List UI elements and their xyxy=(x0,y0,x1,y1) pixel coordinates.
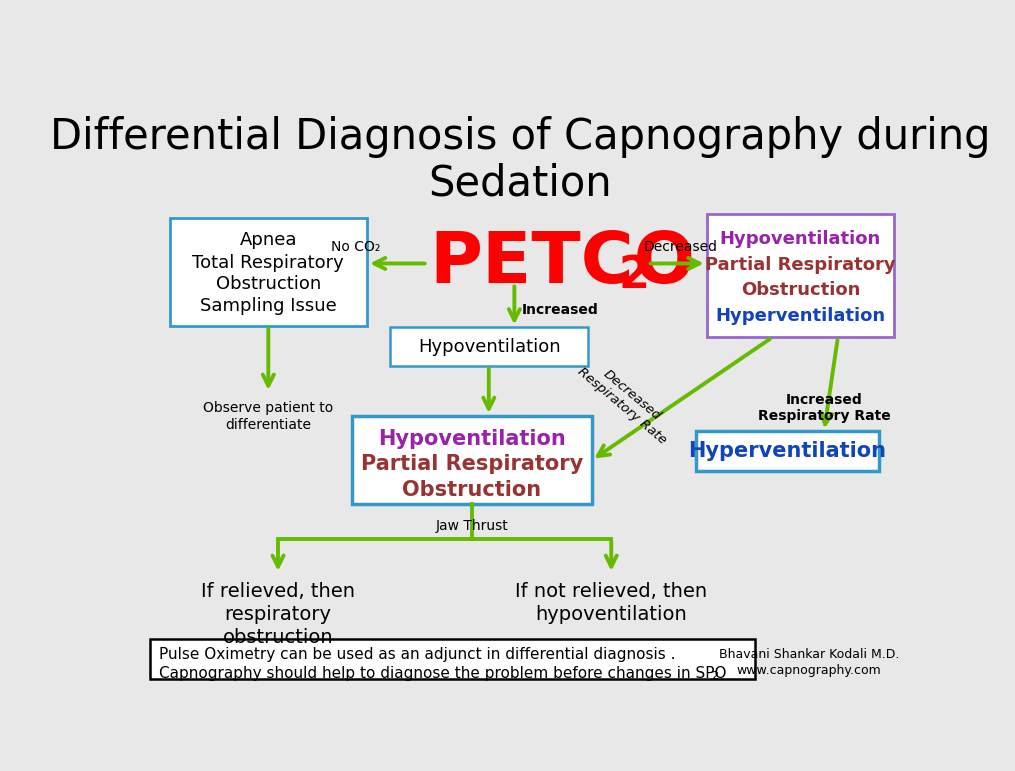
Text: Hyperventilation: Hyperventilation xyxy=(688,441,886,461)
Text: Increased: Increased xyxy=(522,303,599,317)
FancyBboxPatch shape xyxy=(150,639,754,679)
Text: Differential Diagnosis of Capnography during: Differential Diagnosis of Capnography du… xyxy=(50,116,990,158)
FancyBboxPatch shape xyxy=(696,431,879,471)
FancyBboxPatch shape xyxy=(170,218,367,326)
Text: www.capnography.com: www.capnography.com xyxy=(737,664,881,676)
Text: Obstruction: Obstruction xyxy=(402,480,541,500)
Text: Sampling Issue: Sampling Issue xyxy=(200,297,337,315)
Text: Obstruction: Obstruction xyxy=(215,275,321,293)
Text: Hypoventilation: Hypoventilation xyxy=(378,429,565,449)
FancyBboxPatch shape xyxy=(706,214,894,338)
Text: If not relieved, then: If not relieved, then xyxy=(516,582,707,601)
Text: Decreased: Decreased xyxy=(644,241,718,254)
Text: respiratory: respiratory xyxy=(224,605,332,624)
Text: Hyperventilation: Hyperventilation xyxy=(716,307,885,325)
Text: 2: 2 xyxy=(618,254,650,298)
Text: Hypoventilation: Hypoventilation xyxy=(418,338,560,355)
Text: Capnography should help to diagnose the problem before changes in SPO: Capnography should help to diagnose the … xyxy=(159,665,727,681)
FancyBboxPatch shape xyxy=(351,416,592,504)
Text: Partial Respiratory: Partial Respiratory xyxy=(705,256,895,274)
FancyBboxPatch shape xyxy=(391,328,588,366)
Text: Pulse Oximetry can be used as an adjunct in differential diagnosis .: Pulse Oximetry can be used as an adjunct… xyxy=(159,647,676,662)
Text: If relieved, then: If relieved, then xyxy=(201,582,355,601)
Text: Jaw Thrust: Jaw Thrust xyxy=(435,519,509,533)
Text: Sedation: Sedation xyxy=(428,163,612,204)
Text: Hypoventilation: Hypoventilation xyxy=(720,230,881,247)
Text: 2: 2 xyxy=(712,672,719,682)
Text: Increased
Respiratory Rate: Increased Respiratory Rate xyxy=(758,393,891,423)
Text: PETCO: PETCO xyxy=(429,229,695,298)
Text: Total Respiratory: Total Respiratory xyxy=(193,254,344,271)
Text: No CO₂: No CO₂ xyxy=(331,241,381,254)
Text: Apnea: Apnea xyxy=(240,231,297,248)
Text: Observe patient to: Observe patient to xyxy=(203,401,334,416)
Text: Decreased
Respiratory Rate: Decreased Respiratory Rate xyxy=(574,354,678,447)
Text: Obstruction: Obstruction xyxy=(741,281,860,298)
Text: differentiate: differentiate xyxy=(225,418,312,433)
Text: Bhavani Shankar Kodali M.D.: Bhavani Shankar Kodali M.D. xyxy=(719,648,899,661)
Text: obstruction: obstruction xyxy=(222,628,333,647)
Text: Partial Respiratory: Partial Respiratory xyxy=(360,454,583,474)
Text: hypoventilation: hypoventilation xyxy=(535,605,687,624)
